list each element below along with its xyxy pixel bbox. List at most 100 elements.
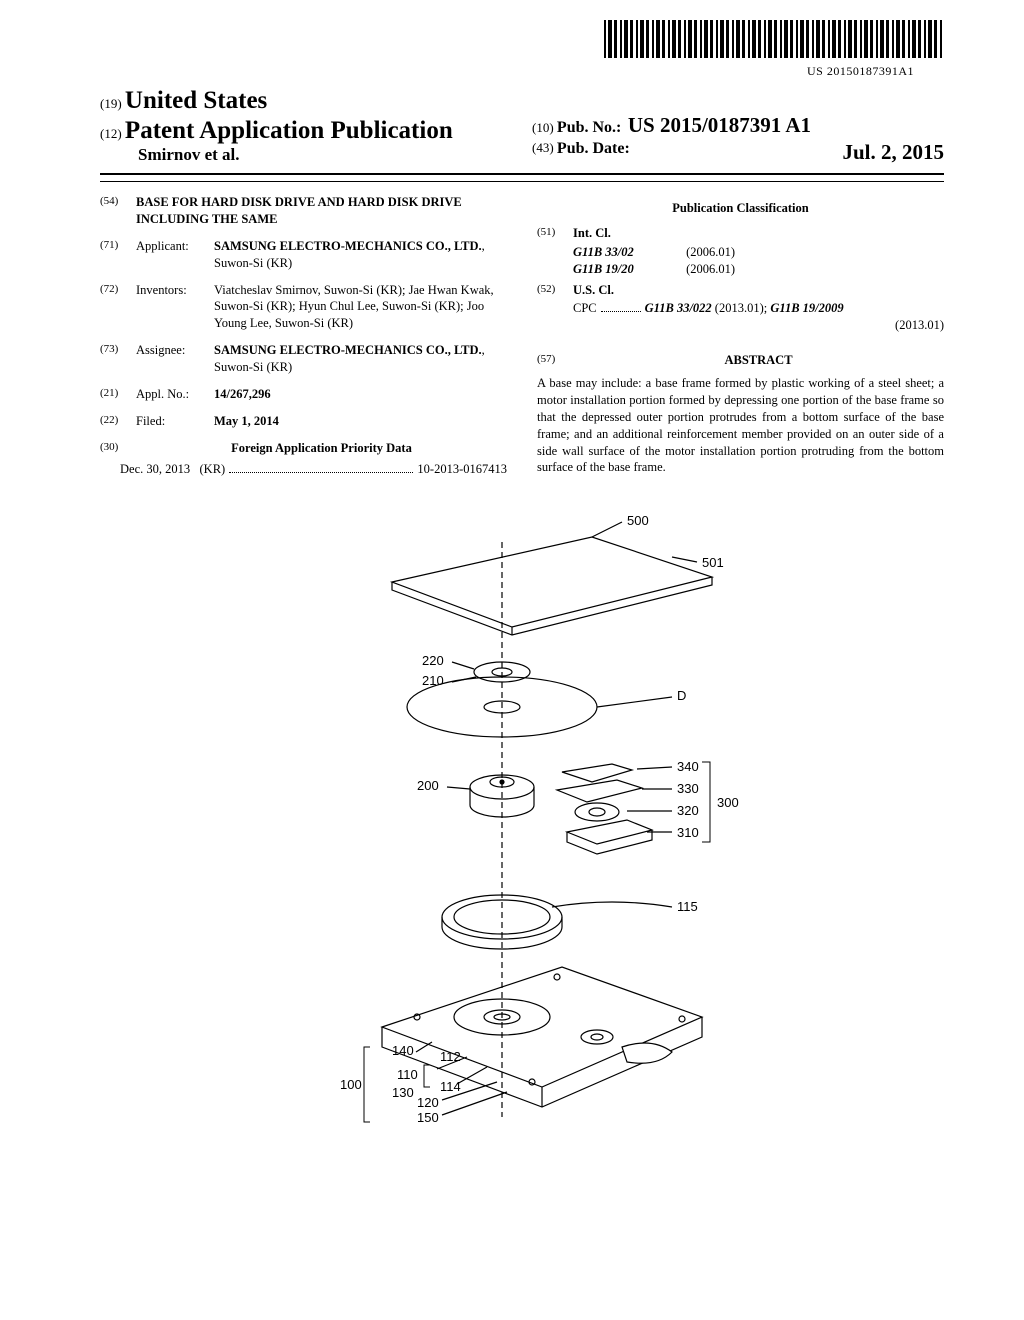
ref-120: 120 — [417, 1095, 439, 1110]
ref-D: D — [677, 688, 686, 703]
assignee-field: (73) Assignee: SAMSUNG ELECTRO-MECHANICS… — [100, 342, 507, 376]
ref-310: 310 — [677, 825, 699, 840]
doc-type-line: (12) Patent Application Publication — [100, 117, 512, 145]
assignee-value: SAMSUNG ELECTRO-MECHANICS CO., LTD., Suw… — [214, 342, 507, 376]
barcode-region: US 20150187391A1 — [0, 0, 1024, 79]
doc-type-code: (12) — [100, 126, 122, 141]
barcode-graphic — [604, 20, 944, 58]
pub-date: Jul. 2, 2015 — [842, 140, 944, 165]
assignee-code: (73) — [100, 342, 136, 376]
priority-title: Foreign Application Priority Data — [136, 440, 507, 457]
dots-fill — [229, 461, 413, 472]
filed-code: (22) — [100, 413, 136, 430]
priority-header: (30) Foreign Application Priority Data — [100, 440, 507, 457]
cpc-1: G11B 33/022 — [645, 300, 712, 317]
title-code: (54) — [100, 194, 136, 228]
uscl-code: (52) — [537, 282, 573, 299]
ref-300: 300 — [717, 795, 739, 810]
priority-code: (30) — [100, 440, 136, 457]
applicant-value: SAMSUNG ELECTRO-MECHANICS CO., LTD., Suw… — [214, 238, 507, 272]
ref-220: 220 — [422, 653, 444, 668]
pub-date-code: (43) — [532, 140, 554, 165]
classification-title: Publication Classification — [537, 200, 944, 217]
ref-100: 100 — [340, 1077, 362, 1092]
country-code: (19) — [100, 96, 122, 111]
ref-130: 130 — [392, 1085, 414, 1100]
abstract-code: (57) — [537, 352, 573, 369]
inventors-label: Inventors: — [136, 282, 214, 333]
assignee-name: SAMSUNG ELECTRO-MECHANICS CO., LTD. — [214, 343, 482, 357]
ref-210: 210 — [422, 673, 444, 688]
intcl-2-date: (2006.01) — [686, 262, 735, 276]
ref-501: 501 — [702, 555, 724, 570]
intcl-1-date: (2006.01) — [686, 245, 735, 259]
priority-country: (KR) — [200, 461, 226, 478]
intcl-2-row: G11B 19/20 (2006.01) — [573, 261, 944, 278]
pub-date-label: Pub. Date: — [557, 140, 630, 165]
filed-label: Filed: — [136, 413, 214, 430]
priority-data-row: Dec. 30, 2013 (KR) 10-2013-0167413 — [120, 461, 507, 478]
pub-no-code: (10) — [532, 120, 554, 135]
figure-area: 500 501 220 210 D 200 340 330 320 310 30… — [100, 507, 944, 1147]
ref-500: 500 — [627, 513, 649, 528]
left-column: (54) BASE FOR HARD DISK DRIVE AND HARD D… — [100, 194, 507, 477]
country-name: United States — [125, 87, 267, 114]
cpc-label: CPC — [573, 300, 597, 317]
appl-no-label: Appl. No.: — [136, 386, 214, 403]
ref-110: 110 — [397, 1067, 418, 1082]
cpc-1-date: (2013.01); — [715, 300, 767, 317]
divider-thin — [100, 181, 944, 182]
intcl-2: G11B 19/20 — [573, 261, 683, 278]
ref-330: 330 — [677, 781, 699, 796]
abstract-text: A base may include: a base frame formed … — [537, 375, 944, 476]
uscl-row: (52) U.S. Cl. — [537, 282, 944, 299]
ref-140: 140 — [392, 1043, 414, 1058]
biblio-columns: (54) BASE FOR HARD DISK DRIVE AND HARD D… — [100, 194, 944, 477]
intcl-code: (51) — [537, 225, 573, 242]
right-column: Publication Classification (51) Int. Cl.… — [537, 194, 944, 477]
uscl-label: U.S. Cl. — [573, 282, 944, 299]
ref-340: 340 — [677, 759, 699, 774]
intcl-1: G11B 33/02 — [573, 244, 683, 261]
invention-title: BASE FOR HARD DISK DRIVE AND HARD DISK D… — [136, 194, 507, 228]
abstract-title: ABSTRACT — [573, 352, 944, 369]
inventors-value: Viatcheslav Smirnov, Suwon-Si (KR); Jae … — [214, 282, 507, 333]
intcl-label: Int. Cl. — [573, 225, 944, 242]
ref-112: 112 — [440, 1049, 461, 1064]
appl-no-field: (21) Appl. No.: 14/267,296 — [100, 386, 507, 403]
pub-no-line: (10) Pub. No.: US 2015/0187391 A1 — [532, 113, 944, 138]
barcode-text: US 20150187391A1 — [0, 64, 944, 79]
divider-thick — [100, 173, 944, 175]
intcl-1-row: G11B 33/02 (2006.01) — [573, 244, 944, 261]
pub-no-label: Pub. No.: — [557, 119, 621, 136]
cpc-row: CPC G11B 33/022 (2013.01); G11B 19/2009 — [573, 300, 944, 317]
title-field: (54) BASE FOR HARD DISK DRIVE AND HARD D… — [100, 194, 507, 228]
filed-field: (22) Filed: May 1, 2014 — [100, 413, 507, 430]
pub-no: US 2015/0187391 A1 — [628, 113, 811, 137]
cpc-2-date: (2013.01) — [537, 317, 944, 334]
assignee-label: Assignee: — [136, 342, 214, 376]
applicant-name: SAMSUNG ELECTRO-MECHANICS CO., LTD. — [214, 239, 482, 253]
applicant-label: Applicant: — [136, 238, 214, 272]
country-line: (19) United States — [100, 87, 512, 115]
doc-type: Patent Application Publication — [125, 117, 453, 144]
appl-no: 14/267,296 — [214, 386, 507, 403]
pub-date-line: (43) Pub. Date: Jul. 2, 2015 — [532, 140, 944, 165]
appl-no-code: (21) — [100, 386, 136, 403]
ref-150: 150 — [417, 1110, 439, 1125]
cpc-dots — [601, 301, 641, 312]
authors-line: Smirnov et al. — [138, 145, 512, 165]
cpc-2: G11B 19/2009 — [770, 300, 843, 317]
ref-115: 115 — [677, 899, 698, 914]
inventors-names: Viatcheslav Smirnov, Suwon-Si (KR); Jae … — [214, 283, 494, 331]
applicant-field: (71) Applicant: SAMSUNG ELECTRO-MECHANIC… — [100, 238, 507, 272]
header-row: (19) United States (12) Patent Applicati… — [100, 87, 944, 165]
applicant-code: (71) — [100, 238, 136, 272]
filed-date: May 1, 2014 — [214, 413, 507, 430]
priority-no: 10-2013-0167413 — [417, 461, 507, 478]
ref-114: 114 — [440, 1079, 461, 1094]
exploded-view-figure: 500 501 220 210 D 200 340 330 320 310 30… — [242, 507, 802, 1147]
priority-date: Dec. 30, 2013 — [120, 461, 190, 478]
inventors-code: (72) — [100, 282, 136, 333]
abstract-header: (57) ABSTRACT — [537, 352, 944, 369]
